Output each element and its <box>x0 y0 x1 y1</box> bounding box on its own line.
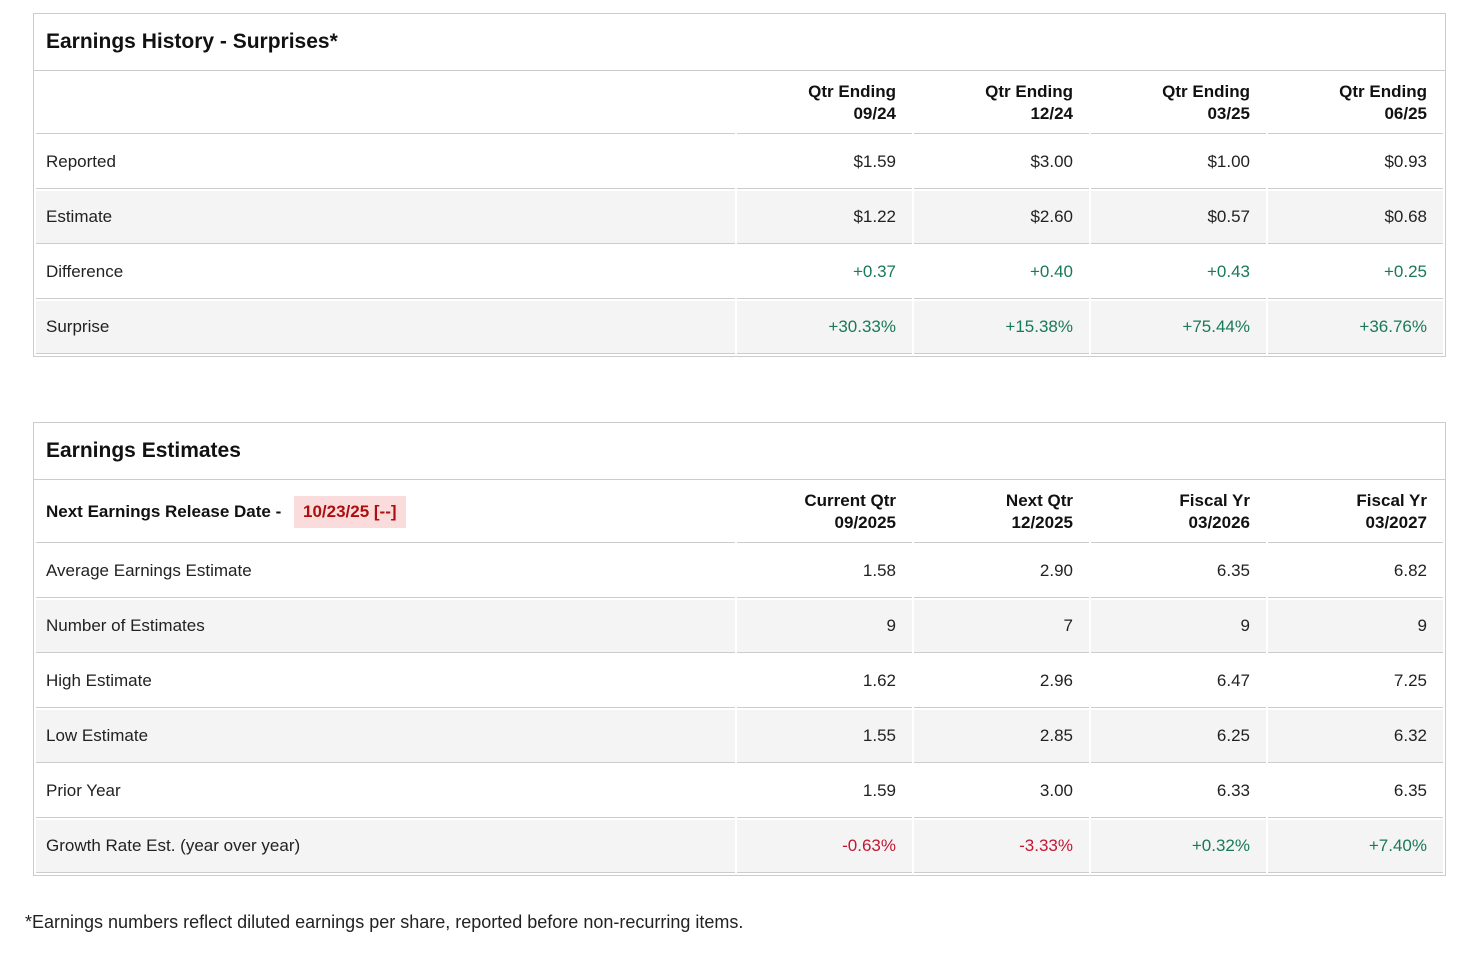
value-cell: $1.22 <box>737 191 912 244</box>
value-cell: 9 <box>737 600 912 653</box>
value-cell: $3.00 <box>914 136 1089 189</box>
value-cell: 1.58 <box>737 545 912 598</box>
earnings-page: Earnings History - Surprises* Qtr Ending… <box>0 13 1468 964</box>
value-cell: +0.37 <box>737 246 912 299</box>
column-header-line2: 12/24 <box>1030 104 1073 123</box>
value-cell: 7 <box>914 600 1089 653</box>
column-header-line2: 06/25 <box>1384 104 1427 123</box>
column-header-line2: 12/2025 <box>1011 513 1073 532</box>
table-row-number-of-estimates: Number of Estimates 9 7 9 9 <box>36 600 1443 653</box>
value-cell: 9 <box>1091 600 1266 653</box>
row-label: High Estimate <box>36 655 735 708</box>
table-row-difference: Difference +0.37 +0.40 +0.43 +0.25 <box>36 246 1443 299</box>
row-label: Difference <box>36 246 735 299</box>
row-label: Low Estimate <box>36 710 735 763</box>
table-row-surprise: Surprise +30.33% +15.38% +75.44% +36.76% <box>36 301 1443 354</box>
value-cell: +15.38% <box>914 301 1089 354</box>
table-row-estimate: Estimate $1.22 $2.60 $0.57 $0.68 <box>36 191 1443 244</box>
column-header-line2: 03/2026 <box>1188 513 1250 532</box>
column-header-line1: Fiscal Yr <box>1356 491 1427 510</box>
column-header-line1: Qtr Ending <box>808 82 896 101</box>
row-label: Surprise <box>36 301 735 354</box>
column-header-line1: Next Qtr <box>1005 491 1073 510</box>
value-cell: +0.25 <box>1268 246 1443 299</box>
column-header-line2: 03/25 <box>1207 104 1250 123</box>
value-cell: +30.33% <box>737 301 912 354</box>
table-row-prior-year: Prior Year 1.59 3.00 6.33 6.35 <box>36 765 1443 818</box>
row-label: Reported <box>36 136 735 189</box>
column-header-line1: Current Qtr <box>804 491 896 510</box>
row-label: Estimate <box>36 191 735 244</box>
table-row-high-estimate: High Estimate 1.62 2.96 6.47 7.25 <box>36 655 1443 708</box>
earnings-estimates-section: Earnings Estimates Next Earnings Release… <box>33 422 1446 876</box>
column-header-current-qtr: Current Qtr 09/2025 <box>737 482 912 543</box>
value-cell: -0.63% <box>737 820 912 873</box>
column-header-qtr-0625: Qtr Ending 06/25 <box>1268 73 1443 134</box>
column-header-line2: 09/2025 <box>834 513 896 532</box>
value-cell: $0.57 <box>1091 191 1266 244</box>
table-row-low-estimate: Low Estimate 1.55 2.85 6.25 6.32 <box>36 710 1443 763</box>
table-row-reported: Reported $1.59 $3.00 $1.00 $0.93 <box>36 136 1443 189</box>
value-cell: 1.62 <box>737 655 912 708</box>
earnings-history-title: Earnings History - Surprises* <box>34 14 1445 71</box>
row-label: Growth Rate Est. (year over year) <box>36 820 735 873</box>
column-header-line1: Fiscal Yr <box>1179 491 1250 510</box>
table-row-growth-rate: Growth Rate Est. (year over year) -0.63%… <box>36 820 1443 873</box>
value-cell: +0.40 <box>914 246 1089 299</box>
column-header-line1: Qtr Ending <box>1162 82 1250 101</box>
value-cell: 2.90 <box>914 545 1089 598</box>
header-row: Qtr Ending 09/24 Qtr Ending 12/24 Qtr En… <box>36 73 1443 134</box>
value-cell: $2.60 <box>914 191 1089 244</box>
earnings-history-section: Earnings History - Surprises* Qtr Ending… <box>33 13 1446 357</box>
empty-header-cell <box>36 73 735 134</box>
column-header-line1: Qtr Ending <box>985 82 1073 101</box>
row-label: Prior Year <box>36 765 735 818</box>
column-header-qtr-0325: Qtr Ending 03/25 <box>1091 73 1266 134</box>
column-header-fiscal-yr-2027: Fiscal Yr 03/2027 <box>1268 482 1443 543</box>
header-row: Next Earnings Release Date - 10/23/25 [-… <box>36 482 1443 543</box>
value-cell: $0.68 <box>1268 191 1443 244</box>
value-cell: 6.82 <box>1268 545 1443 598</box>
column-header-next-qtr: Next Qtr 12/2025 <box>914 482 1089 543</box>
next-earnings-release-date: Next Earnings Release Date - 10/23/25 [-… <box>36 482 735 543</box>
value-cell: 6.35 <box>1091 545 1266 598</box>
value-cell: 2.85 <box>914 710 1089 763</box>
earnings-estimates-title: Earnings Estimates <box>34 423 1445 480</box>
row-label: Number of Estimates <box>36 600 735 653</box>
value-cell: 6.35 <box>1268 765 1443 818</box>
release-date-label: Next Earnings Release Date - <box>46 502 282 521</box>
value-cell: 6.25 <box>1091 710 1266 763</box>
value-cell: 7.25 <box>1268 655 1443 708</box>
value-cell: 9 <box>1268 600 1443 653</box>
value-cell: 3.00 <box>914 765 1089 818</box>
value-cell: 6.47 <box>1091 655 1266 708</box>
column-header-line2: 03/2027 <box>1365 513 1427 532</box>
value-cell: +36.76% <box>1268 301 1443 354</box>
column-header-line1: Qtr Ending <box>1339 82 1427 101</box>
column-header-fiscal-yr-2026: Fiscal Yr 03/2026 <box>1091 482 1266 543</box>
value-cell: -3.33% <box>914 820 1089 873</box>
value-cell: +75.44% <box>1091 301 1266 354</box>
column-header-line2: 09/24 <box>853 104 896 123</box>
value-cell: $1.00 <box>1091 136 1266 189</box>
release-date-value: 10/23/25 [--] <box>294 496 406 528</box>
earnings-estimates-table: Next Earnings Release Date - 10/23/25 [-… <box>34 480 1445 875</box>
value-cell: 1.55 <box>737 710 912 763</box>
column-header-qtr-1224: Qtr Ending 12/24 <box>914 73 1089 134</box>
earnings-history-table: Qtr Ending 09/24 Qtr Ending 12/24 Qtr En… <box>34 71 1445 356</box>
value-cell: 2.96 <box>914 655 1089 708</box>
value-cell: 1.59 <box>737 765 912 818</box>
table-row-average-earnings-estimate: Average Earnings Estimate 1.58 2.90 6.35… <box>36 545 1443 598</box>
value-cell: +7.40% <box>1268 820 1443 873</box>
value-cell: $1.59 <box>737 136 912 189</box>
value-cell: +0.43 <box>1091 246 1266 299</box>
value-cell: +0.32% <box>1091 820 1266 873</box>
row-label: Average Earnings Estimate <box>36 545 735 598</box>
value-cell: 6.33 <box>1091 765 1266 818</box>
column-header-qtr-0924: Qtr Ending 09/24 <box>737 73 912 134</box>
value-cell: 6.32 <box>1268 710 1443 763</box>
footnote: *Earnings numbers reflect diluted earnin… <box>25 912 744 932</box>
value-cell: $0.93 <box>1268 136 1443 189</box>
